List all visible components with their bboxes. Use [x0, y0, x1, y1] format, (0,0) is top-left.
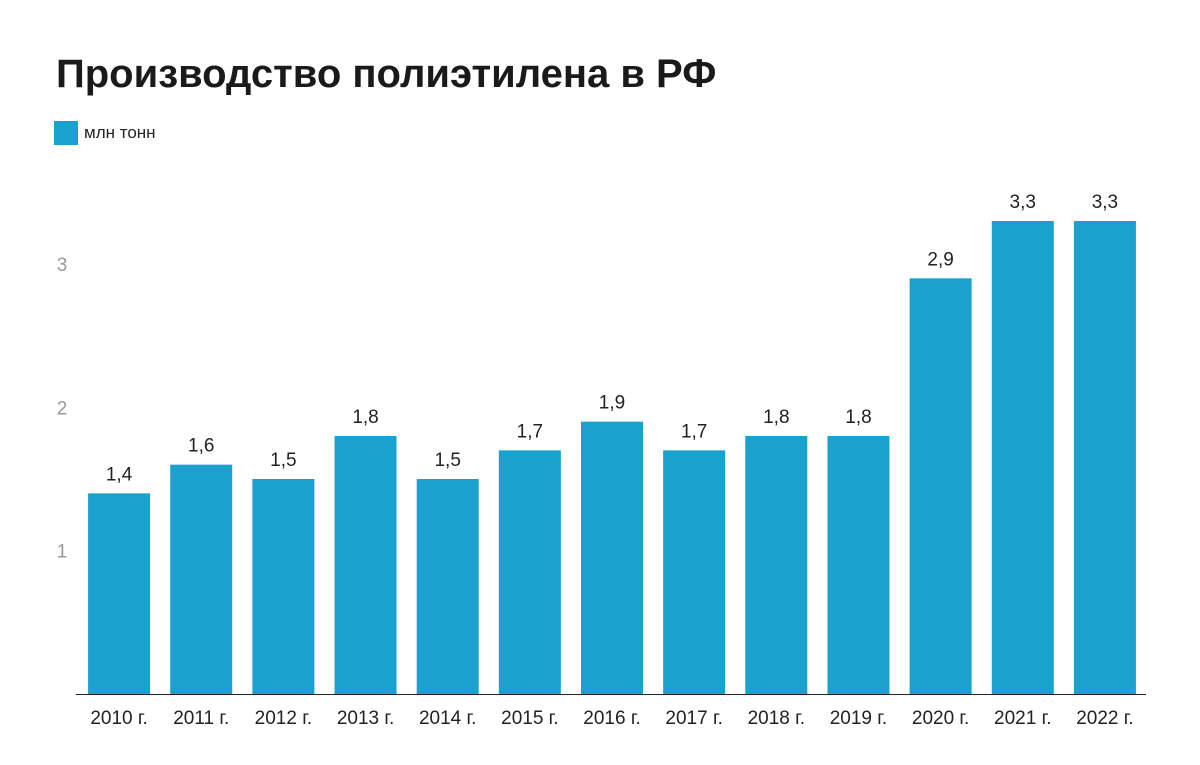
x-tick-label: 2021 г. [994, 708, 1051, 729]
chart-legend: млн тонн [54, 121, 156, 145]
bar [498, 450, 561, 694]
bar-value-label: 1,8 [352, 407, 378, 428]
bar [334, 436, 397, 694]
bar-value-label: 1,9 [599, 393, 625, 414]
x-tick-label: 2019 г. [830, 708, 887, 729]
x-tick-label: 2022 г. [1076, 708, 1133, 729]
x-tick-label: 2014 г. [419, 708, 476, 729]
x-tick-label: 2017 г. [665, 708, 722, 729]
legend-swatch [54, 121, 78, 145]
x-tick-label: 2020 г. [912, 708, 969, 729]
bar-value-label: 3,3 [1092, 192, 1118, 213]
legend-label: млн тонн [84, 123, 156, 142]
x-tick-label: 2012 г. [255, 708, 312, 729]
x-tick-label: 2016 г. [583, 708, 640, 729]
bar [581, 421, 643, 694]
x-tick-label: 2013 г. [337, 708, 394, 729]
chart-title: Производство полиэтилена в РФ [56, 52, 717, 96]
bar-value-label: 3,3 [1010, 192, 1036, 213]
bar-value-label: 1,8 [763, 407, 789, 428]
x-tick-label: 2010 г. [90, 708, 147, 729]
bar [88, 493, 151, 694]
bar-value-label: 1,5 [434, 450, 460, 471]
bar-value-label: 1,8 [845, 407, 871, 428]
bar [1073, 221, 1136, 694]
y-tick-label: 2 [57, 398, 68, 419]
bar-value-label: 1,5 [270, 450, 296, 471]
bar-value-label: 2,9 [927, 249, 953, 270]
bar [991, 221, 1054, 694]
bar [416, 479, 479, 694]
y-tick-label: 1 [57, 542, 68, 563]
x-tick-label: 2018 г. [748, 708, 805, 729]
bar [827, 436, 890, 694]
bar [745, 436, 808, 694]
x-tick-label: 2015 г. [501, 708, 558, 729]
bar-value-label: 1,7 [681, 421, 707, 442]
bar [663, 450, 726, 694]
bar [909, 278, 972, 694]
bar [252, 479, 315, 694]
bar-value-label: 1,4 [106, 464, 133, 485]
y-tick-label: 3 [57, 255, 68, 276]
bar [170, 464, 233, 694]
bar-value-label: 1,6 [188, 436, 214, 457]
bar-value-label: 1,7 [517, 421, 543, 442]
x-tick-label: 2011 г. [173, 708, 229, 729]
